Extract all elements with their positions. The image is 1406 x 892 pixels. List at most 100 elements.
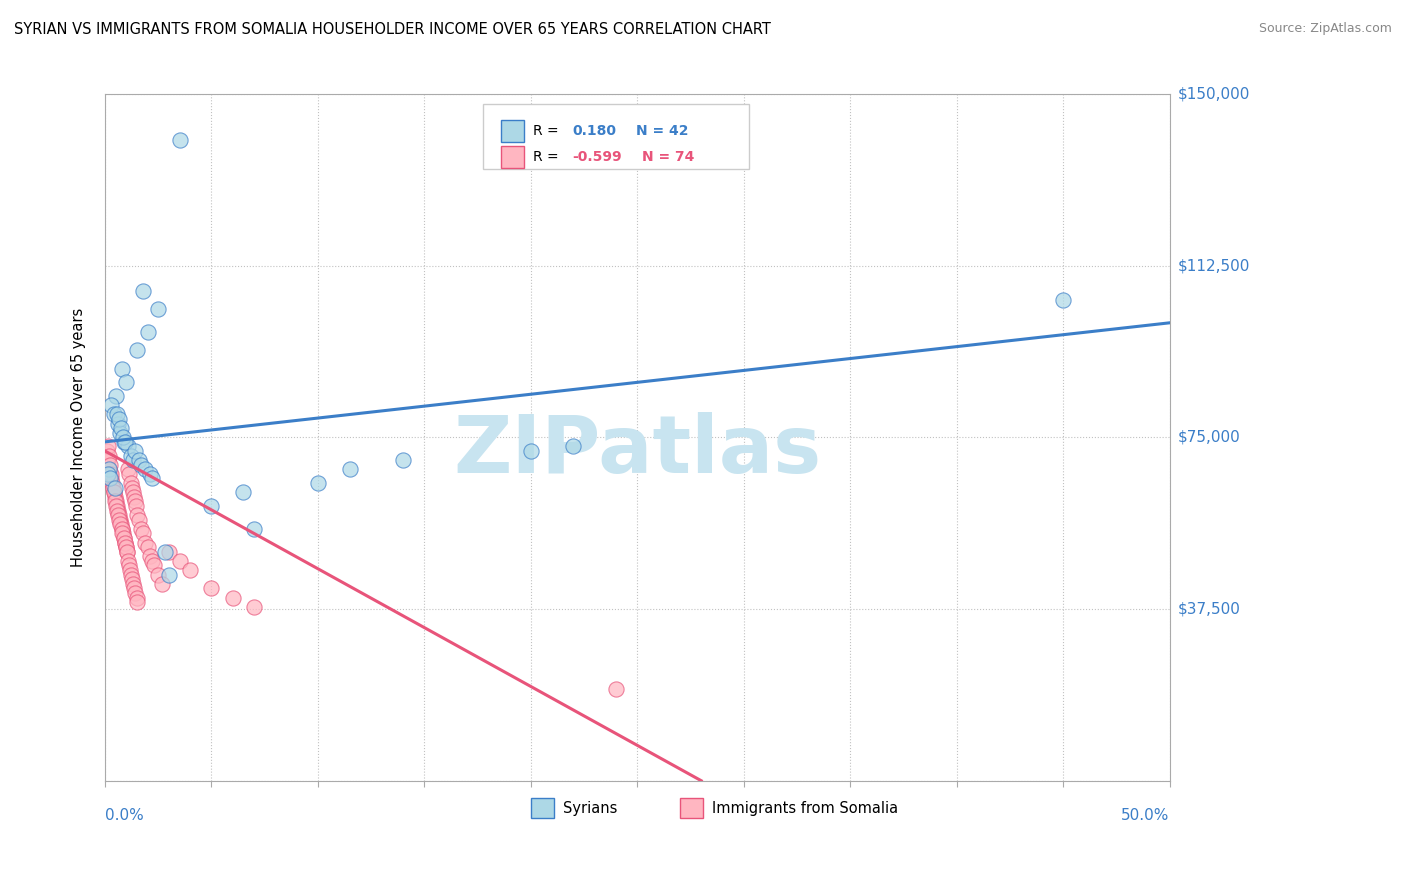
Point bbox=[1052, 293, 1074, 307]
Point bbox=[134, 462, 156, 476]
Point bbox=[108, 425, 131, 440]
Point bbox=[124, 494, 146, 508]
Point bbox=[124, 582, 146, 596]
Point bbox=[104, 389, 127, 403]
Point bbox=[98, 458, 121, 472]
Text: $150,000: $150,000 bbox=[1178, 87, 1250, 102]
Point bbox=[124, 444, 146, 458]
Text: $37,500: $37,500 bbox=[1178, 601, 1241, 616]
Point bbox=[339, 462, 361, 476]
Point bbox=[138, 549, 160, 564]
Point bbox=[232, 485, 254, 500]
Point bbox=[110, 421, 132, 435]
Point bbox=[110, 522, 132, 536]
Text: N = 74: N = 74 bbox=[641, 150, 695, 164]
Point bbox=[141, 471, 163, 485]
Point bbox=[110, 517, 132, 532]
Point bbox=[222, 591, 245, 605]
Point bbox=[107, 417, 129, 431]
Text: 50.0%: 50.0% bbox=[1122, 808, 1170, 823]
Point bbox=[103, 490, 125, 504]
Bar bbox=[501, 120, 524, 142]
Point bbox=[152, 576, 174, 591]
Point bbox=[243, 522, 266, 536]
Point bbox=[169, 133, 191, 147]
Point bbox=[125, 499, 148, 513]
Point bbox=[117, 462, 139, 476]
Text: $75,000: $75,000 bbox=[1178, 430, 1240, 445]
Point bbox=[112, 526, 135, 541]
Point bbox=[169, 554, 191, 568]
Point bbox=[157, 545, 180, 559]
Text: $112,500: $112,500 bbox=[1178, 258, 1250, 273]
Point bbox=[101, 476, 124, 491]
Point bbox=[138, 467, 160, 481]
Point bbox=[105, 499, 128, 513]
Point bbox=[128, 513, 150, 527]
Point bbox=[129, 458, 152, 472]
Point bbox=[125, 343, 148, 358]
Point bbox=[105, 408, 128, 422]
Point bbox=[141, 554, 163, 568]
Text: N = 42: N = 42 bbox=[637, 124, 689, 138]
Point bbox=[136, 540, 159, 554]
Text: -0.599: -0.599 bbox=[572, 150, 621, 164]
Point bbox=[111, 361, 134, 376]
Point bbox=[108, 513, 131, 527]
Text: Syrians: Syrians bbox=[562, 801, 617, 815]
Text: ZIPatlas: ZIPatlas bbox=[453, 412, 821, 490]
Point bbox=[115, 545, 138, 559]
Bar bbox=[681, 797, 703, 819]
Point bbox=[114, 535, 136, 549]
Point bbox=[153, 545, 176, 559]
Point bbox=[104, 494, 127, 508]
Point bbox=[121, 481, 143, 495]
Point bbox=[148, 301, 170, 316]
Point bbox=[134, 535, 156, 549]
Point bbox=[121, 485, 143, 500]
Point bbox=[100, 471, 122, 485]
Point bbox=[117, 554, 139, 568]
Point bbox=[114, 535, 136, 549]
FancyBboxPatch shape bbox=[482, 104, 749, 169]
Bar bbox=[501, 146, 524, 169]
Point bbox=[157, 567, 180, 582]
Point bbox=[114, 434, 136, 449]
Point bbox=[143, 558, 166, 573]
Point bbox=[108, 412, 131, 426]
Point bbox=[96, 444, 118, 458]
Point bbox=[97, 467, 120, 481]
Point bbox=[122, 490, 145, 504]
Point bbox=[103, 485, 125, 500]
Point bbox=[125, 591, 148, 605]
Point bbox=[112, 430, 135, 444]
Point bbox=[98, 462, 121, 476]
Y-axis label: Householder Income Over 65 years: Householder Income Over 65 years bbox=[72, 308, 86, 567]
Point bbox=[392, 453, 415, 467]
Point bbox=[148, 567, 170, 582]
Point bbox=[96, 439, 118, 453]
Point bbox=[127, 595, 149, 609]
Point bbox=[105, 499, 128, 513]
Text: SYRIAN VS IMMIGRANTS FROM SOMALIA HOUSEHOLDER INCOME OVER 65 YEARS CORRELATION C: SYRIAN VS IMMIGRANTS FROM SOMALIA HOUSEH… bbox=[14, 22, 770, 37]
Point bbox=[98, 462, 121, 476]
Point bbox=[121, 453, 143, 467]
Point bbox=[120, 476, 142, 491]
Text: R =: R = bbox=[533, 124, 562, 138]
Text: R =: R = bbox=[533, 150, 562, 164]
Point bbox=[520, 444, 543, 458]
Text: 0.180: 0.180 bbox=[572, 124, 616, 138]
Point bbox=[112, 434, 135, 449]
Point bbox=[115, 540, 138, 554]
Point bbox=[103, 408, 125, 422]
Point bbox=[124, 586, 146, 600]
Point bbox=[103, 481, 125, 495]
Point bbox=[243, 599, 266, 614]
Point bbox=[107, 503, 129, 517]
Point bbox=[562, 439, 585, 453]
Point bbox=[605, 682, 627, 697]
Point bbox=[118, 558, 141, 573]
Text: 0.0%: 0.0% bbox=[105, 808, 143, 823]
Point bbox=[115, 540, 138, 554]
Point bbox=[98, 467, 121, 481]
